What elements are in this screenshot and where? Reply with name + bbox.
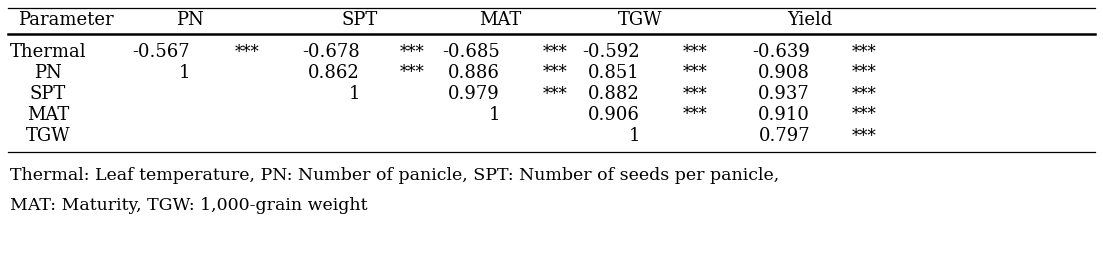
Text: ***: *** — [400, 64, 425, 82]
Text: ***: *** — [543, 85, 568, 103]
Text: ***: *** — [852, 64, 877, 82]
Text: ***: *** — [400, 44, 425, 60]
Text: ***: *** — [235, 44, 259, 60]
Text: 1: 1 — [179, 64, 190, 82]
Text: MAT: MAT — [26, 106, 69, 124]
Text: ***: *** — [683, 44, 708, 60]
Text: 0.797: 0.797 — [759, 127, 810, 145]
Text: 1: 1 — [629, 127, 640, 145]
Text: 0.851: 0.851 — [588, 64, 640, 82]
Text: 0.908: 0.908 — [758, 64, 810, 82]
Text: MAT: Maturity, TGW: 1,000-grain weight: MAT: Maturity, TGW: 1,000-grain weight — [10, 196, 367, 214]
Text: ***: *** — [683, 64, 708, 82]
Text: ***: *** — [852, 107, 877, 123]
Text: ***: *** — [683, 85, 708, 103]
Text: TGW: TGW — [25, 127, 71, 145]
Text: 0.862: 0.862 — [308, 64, 360, 82]
Text: Thermal: Leaf temperature, PN: Number of panicle, SPT: Number of seeds per panic: Thermal: Leaf temperature, PN: Number of… — [10, 166, 779, 184]
Text: 1: 1 — [349, 85, 360, 103]
Text: PN: PN — [176, 11, 204, 29]
Text: Yield: Yield — [788, 11, 833, 29]
Text: ***: *** — [852, 44, 877, 60]
Text: Parameter: Parameter — [18, 11, 114, 29]
Text: ***: *** — [543, 44, 568, 60]
Text: ***: *** — [852, 85, 877, 103]
Text: -0.639: -0.639 — [752, 43, 810, 61]
Text: 0.910: 0.910 — [758, 106, 810, 124]
Text: 0.937: 0.937 — [758, 85, 810, 103]
Text: ***: *** — [852, 128, 877, 144]
Text: -0.567: -0.567 — [132, 43, 190, 61]
Text: 0.882: 0.882 — [588, 85, 640, 103]
Text: 0.906: 0.906 — [588, 106, 640, 124]
Text: ***: *** — [543, 64, 568, 82]
Text: SPT: SPT — [30, 85, 66, 103]
Text: -0.678: -0.678 — [302, 43, 360, 61]
Text: ***: *** — [683, 107, 708, 123]
Text: 1: 1 — [489, 106, 500, 124]
Text: 0.886: 0.886 — [448, 64, 500, 82]
Text: PN: PN — [34, 64, 62, 82]
Text: -0.592: -0.592 — [582, 43, 640, 61]
Text: TGW: TGW — [618, 11, 662, 29]
Text: Thermal: Thermal — [10, 43, 86, 61]
Text: MAT: MAT — [479, 11, 521, 29]
Text: -0.685: -0.685 — [442, 43, 500, 61]
Text: 0.979: 0.979 — [448, 85, 500, 103]
Text: SPT: SPT — [342, 11, 378, 29]
